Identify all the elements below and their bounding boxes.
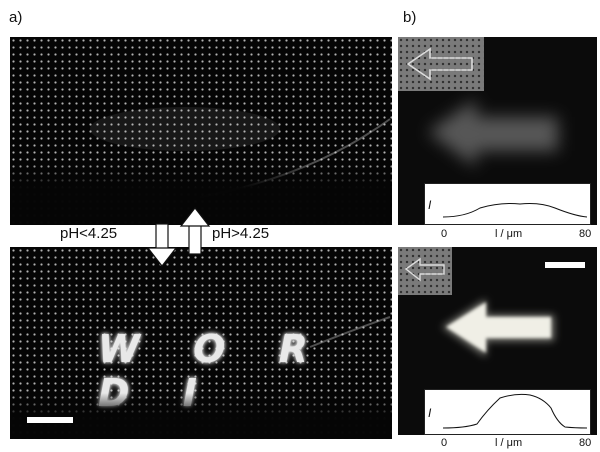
blurry-arrow-icon	[428, 99, 558, 167]
panel-b-label: b)	[403, 9, 417, 26]
profile-plot-bottom	[424, 389, 591, 435]
profile-bottom-x-label: l / μm	[495, 437, 523, 449]
inset-top	[398, 37, 484, 91]
micrograph-after: W O R D I	[10, 247, 392, 439]
micrograph-before	[10, 37, 392, 225]
profile-top-x-end: 80	[579, 228, 592, 240]
ph-low-label: pH<4.25	[60, 225, 118, 242]
scale-bar-b	[545, 262, 585, 268]
faint-streak	[309, 316, 391, 348]
panel-a-label: a)	[9, 9, 23, 26]
profile-top-y-label: I	[428, 198, 432, 212]
profile-top-x-start: 0	[441, 228, 448, 240]
arrow-down-icon	[146, 223, 178, 267]
inset-arrow-icon	[406, 47, 473, 81]
profile-bottom-x-start: 0	[441, 437, 448, 449]
arrow-up-icon	[179, 207, 211, 255]
ph-arrows	[146, 207, 211, 267]
inset-bottom	[398, 247, 452, 295]
scale-bar-a	[27, 417, 73, 423]
ph-high-label: pH>4.25	[212, 225, 270, 242]
inset-arrow-icon	[404, 257, 445, 282]
profile-top-x-label: l / μm	[495, 228, 523, 240]
profile-bottom-x-end: 80	[579, 437, 592, 449]
profile-bottom-y-label: I	[428, 406, 432, 420]
profile-plot-top	[424, 183, 591, 225]
bright-arrow-icon	[442, 299, 554, 357]
